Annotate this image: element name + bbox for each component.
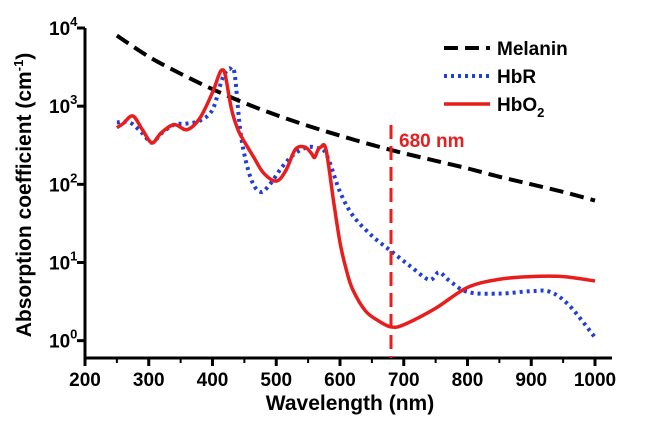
y-axis-title-close: ) xyxy=(13,53,36,60)
x-tick-label: 500 xyxy=(260,370,292,391)
y-tick-exponent: 2 xyxy=(70,170,77,185)
y-tick-label: 102 xyxy=(49,170,77,196)
series-line-melanin xyxy=(115,33,596,203)
x-tick-label: 900 xyxy=(515,370,547,391)
legend-label-hbr: HbR xyxy=(497,67,536,88)
y-tick-label: 101 xyxy=(49,248,77,274)
annotations: 680 nm xyxy=(389,125,464,358)
legend-label-melanin: Melanin xyxy=(497,39,568,60)
legend: Melanin HbR HbO2 xyxy=(444,39,568,120)
y-tick-base: 10 xyxy=(49,175,70,196)
series-line-hbo2 xyxy=(115,68,596,330)
legend-label-main: HbO xyxy=(497,95,537,116)
x-axis-title: Wavelength (nm) xyxy=(266,392,434,415)
legend-label-sub: 2 xyxy=(537,105,544,120)
series-hbo2 xyxy=(115,68,596,330)
series-hbr xyxy=(116,66,597,339)
y-tick-exponent: 4 xyxy=(70,14,78,29)
y-tick-label: 100 xyxy=(49,327,77,353)
legend-label-hbo2: HbO2 xyxy=(497,95,544,120)
y-tick-base: 10 xyxy=(49,97,70,118)
y-tick-exponent: 0 xyxy=(70,327,77,342)
y-axis-title: Absorption coefficient (cm-1) xyxy=(11,53,36,338)
legend-item-melanin: Melanin xyxy=(444,39,568,60)
x-tick-label: 700 xyxy=(388,370,420,391)
legend-label-main: HbR xyxy=(497,67,536,88)
y-axis-title-sup: -1 xyxy=(11,60,26,72)
y-axis-title-main: Absorption coefficient (cm xyxy=(13,71,36,337)
y-tick-base: 10 xyxy=(49,332,70,353)
y-tick-exponent: 3 xyxy=(70,92,77,107)
x-tick-label: 1000 xyxy=(574,370,616,391)
legend-item-hbo2: HbO2 xyxy=(444,95,544,120)
y-tick-label: 104 xyxy=(49,14,78,40)
x-tick-label: 400 xyxy=(197,370,229,391)
y-tick-exponent: 1 xyxy=(70,248,77,263)
x-tick-label: 200 xyxy=(69,370,101,391)
legend-item-hbr: HbR xyxy=(444,67,536,88)
x-tick-label: 800 xyxy=(452,370,484,391)
legend-label-main: Melanin xyxy=(497,39,568,60)
y-tick-label: 103 xyxy=(49,92,77,118)
axes xyxy=(83,28,612,360)
plot-area xyxy=(115,33,597,339)
y-tick-base: 10 xyxy=(49,19,70,40)
series-melanin xyxy=(115,33,596,203)
x-tick-label: 300 xyxy=(133,370,165,391)
x-axis-ticks: 200 300 400 500 600 700 800 900 1000 xyxy=(69,358,616,391)
y-tick-base: 10 xyxy=(49,253,70,274)
series-line-hbr xyxy=(116,66,597,339)
marker-label-680nm: 680 nm xyxy=(399,131,464,152)
x-tick-label: 600 xyxy=(324,370,356,391)
